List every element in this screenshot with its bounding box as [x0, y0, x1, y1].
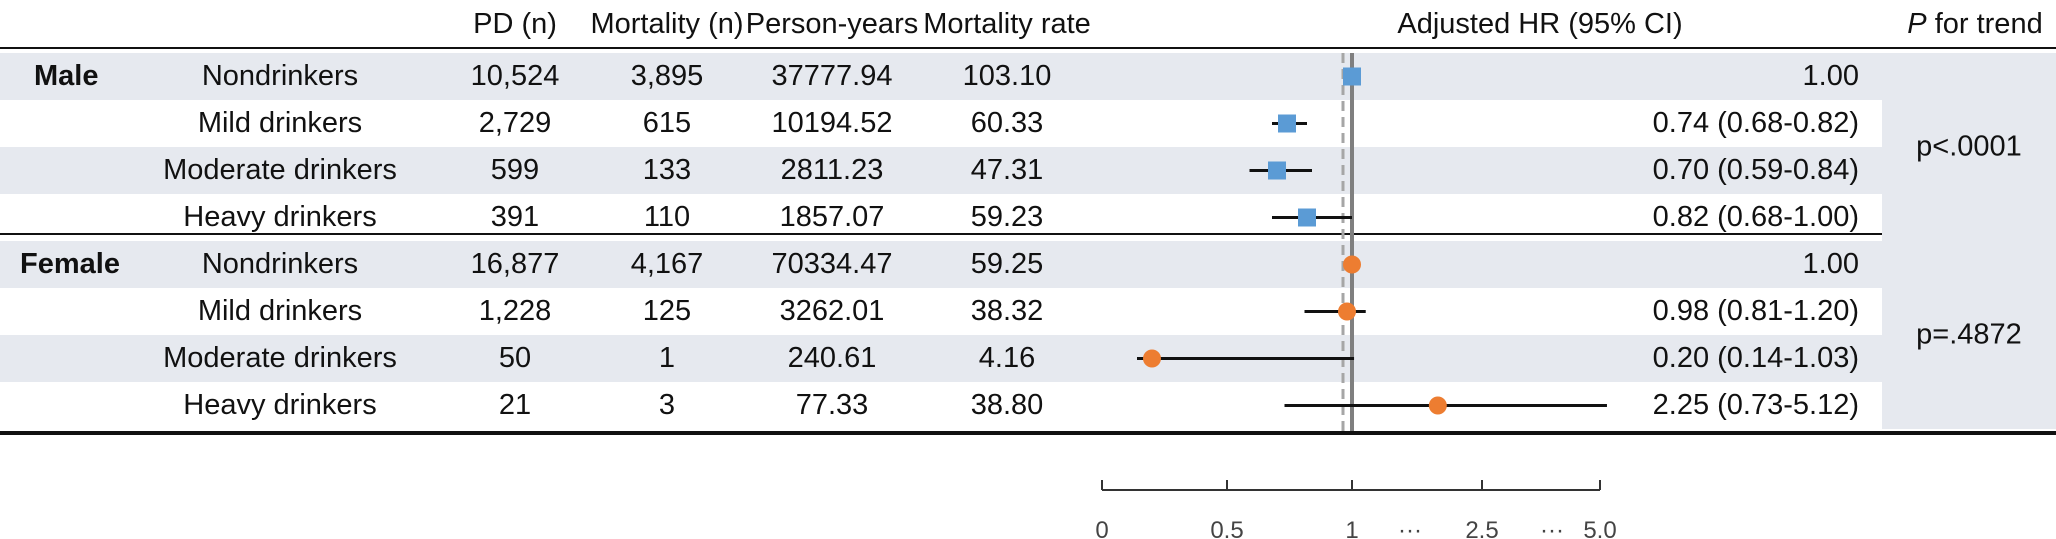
cell-pd: 391 — [490, 200, 540, 233]
cell-pd: 21 — [498, 388, 532, 421]
cell-rate: 59.23 — [970, 200, 1044, 233]
cell-pd: 1,228 — [478, 294, 552, 327]
hr-text: 1.00 — [1802, 59, 1859, 92]
x-tick-label: 0.5 — [1210, 517, 1243, 539]
header-adjusted-hr: Adjusted HR (95% CI) — [1397, 8, 1683, 40]
hr-text: 2.25 (0.73-5.12) — [1652, 388, 1859, 421]
hr-text: 1.00 — [1802, 247, 1859, 280]
hr-text: 0.70 (0.59-0.84) — [1652, 153, 1859, 186]
cell-mortality: 3,895 — [630, 59, 704, 92]
cell-mortality: 615 — [642, 106, 692, 139]
header-pd: PD (n) — [473, 8, 557, 40]
x-tick-label: 0 — [1095, 517, 1108, 539]
cell-person-years: 37777.94 — [771, 59, 893, 92]
cell-mortality: 125 — [642, 294, 692, 327]
row-label: Nondrinkers — [201, 247, 359, 280]
row-label: Moderate drinkers — [163, 153, 397, 186]
hr-text: 0.20 (0.14-1.03) — [1652, 341, 1859, 374]
x-tick-label: 1 — [1345, 517, 1358, 539]
group-name: Male — [34, 59, 99, 92]
cell-rate: 38.32 — [970, 294, 1044, 327]
header-p-italic: P — [1907, 8, 1927, 40]
row-label: Heavy drinkers — [183, 200, 377, 233]
cell-pd: 50 — [498, 341, 532, 374]
rule-group-divider — [0, 233, 2056, 235]
hr-text: 0.98 (0.81-1.20) — [1652, 294, 1859, 327]
rule-top-thin — [0, 47, 2056, 49]
hr-point-square — [1343, 67, 1361, 86]
cell-mortality: 4,167 — [630, 247, 704, 280]
rule-bottom-thick — [0, 431, 2056, 435]
cell-rate: 103.10 — [962, 59, 1052, 92]
cell-rate: 38.80 — [970, 388, 1044, 421]
cell-person-years: 2811.23 — [780, 153, 884, 186]
cell-pd: 599 — [490, 153, 540, 186]
row-band — [0, 147, 1882, 194]
hr-point-circle — [1428, 396, 1447, 415]
header-mortality: Mortality (n) — [590, 8, 744, 40]
row-label: Heavy drinkers — [183, 388, 377, 421]
cell-mortality: 1 — [658, 341, 676, 374]
hr-point-square — [1298, 208, 1316, 227]
row-label: Moderate drinkers — [163, 341, 397, 374]
row-label: Mild drinkers — [197, 106, 363, 139]
row-band — [0, 335, 1882, 382]
cell-person-years: 70334.47 — [771, 247, 893, 280]
row-band — [0, 53, 1882, 100]
x-tick-label: 2.5 — [1465, 517, 1498, 539]
cell-person-years: 1857.07 — [779, 200, 885, 233]
hr-text: 0.82 (0.68-1.00) — [1652, 200, 1859, 233]
p-trend-value: p<.0001 — [1916, 130, 2022, 163]
hr-point-square — [1268, 161, 1286, 180]
hr-point-square — [1278, 114, 1296, 133]
cell-person-years: 10194.52 — [771, 106, 893, 139]
cell-pd: 16,877 — [470, 247, 560, 280]
cell-mortality: 133 — [642, 153, 692, 186]
header-person-years: Person-years — [745, 8, 919, 40]
cell-mortality: 3 — [658, 388, 676, 421]
cell-rate: 59.25 — [970, 247, 1044, 280]
cell-person-years: 3262.01 — [779, 294, 885, 327]
hr-point-circle — [1338, 302, 1356, 321]
hr-point-circle — [1343, 255, 1361, 274]
cell-pd: 10,524 — [470, 59, 560, 92]
row-label: Nondrinkers — [201, 59, 359, 92]
hr-text: 0.74 (0.68-0.82) — [1652, 106, 1859, 139]
cell-pd: 2,729 — [478, 106, 552, 139]
row-label: Mild drinkers — [197, 294, 363, 327]
x-tick-label: ··· — [1540, 517, 1564, 539]
header-p-rest: for trend — [1926, 8, 2043, 40]
p-trend-band — [1882, 241, 2056, 429]
x-tick-label: ··· — [1398, 517, 1422, 539]
row-band — [0, 241, 1882, 288]
cell-rate: 47.31 — [970, 153, 1044, 186]
p-trend-band — [1882, 53, 2056, 241]
header-p-for-trend: P for trend — [1907, 10, 2042, 39]
x-tick-label: 5.0 — [1583, 517, 1616, 539]
cell-rate: 4.16 — [978, 341, 1036, 374]
cell-mortality: 110 — [643, 200, 691, 233]
p-trend-value: p=.4872 — [1916, 318, 2022, 351]
cell-person-years: 77.33 — [795, 388, 869, 421]
group-name: Female — [20, 247, 120, 280]
header-mortality-rate: Mortality rate — [923, 8, 1091, 40]
cell-rate: 60.33 — [970, 106, 1044, 139]
hr-point-circle — [1143, 349, 1161, 368]
cell-person-years: 240.61 — [787, 341, 877, 374]
